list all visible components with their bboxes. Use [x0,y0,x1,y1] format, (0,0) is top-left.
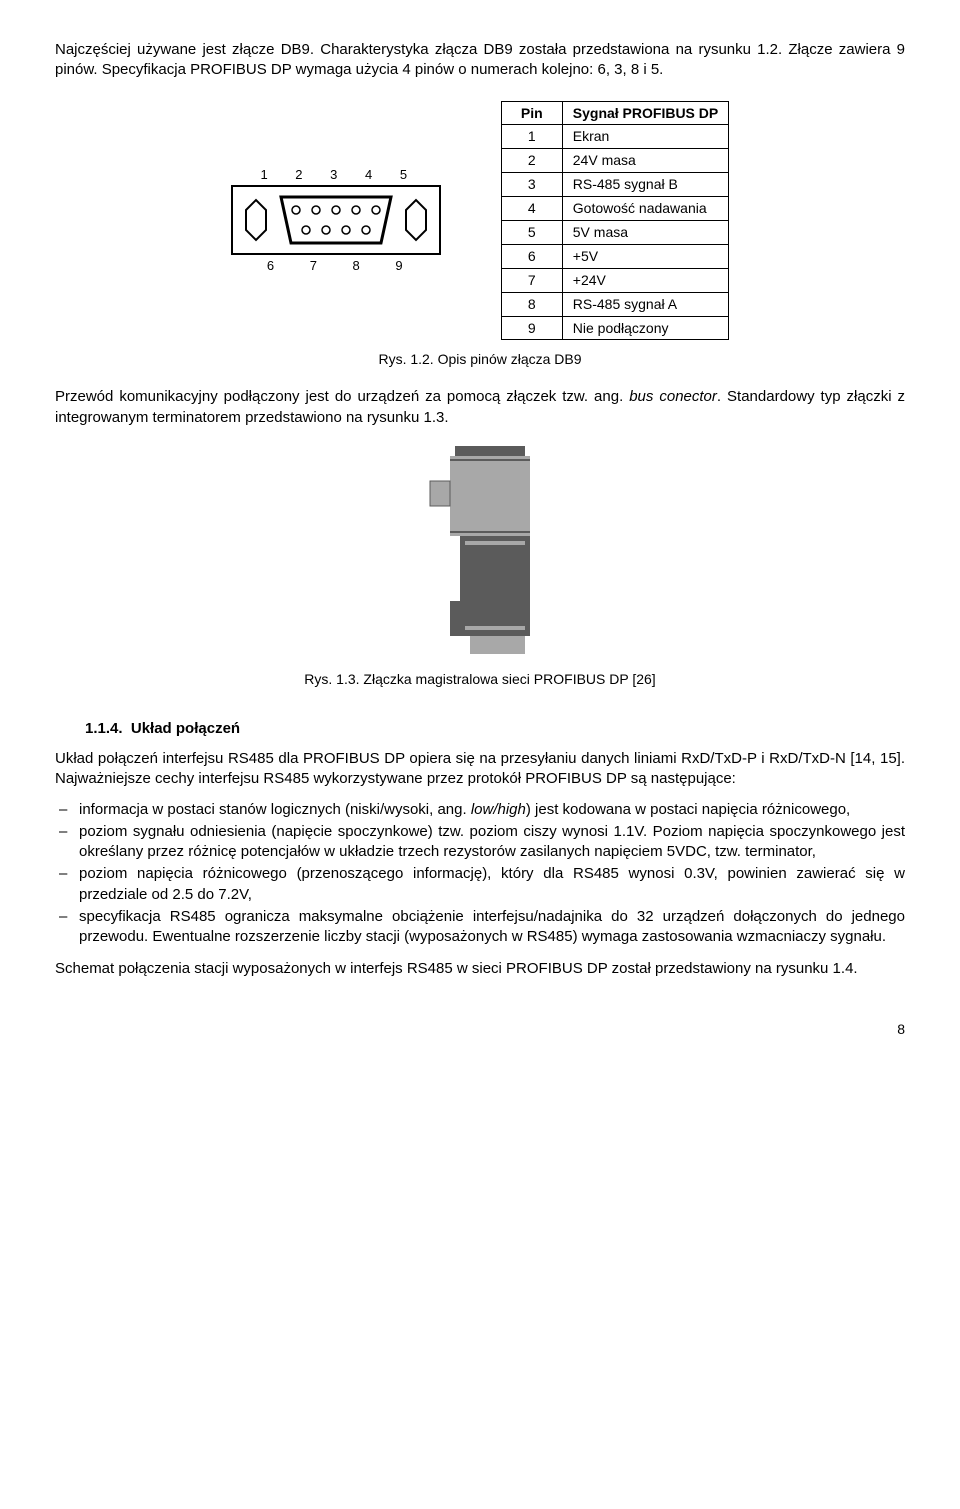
figure-1-2-caption: Rys. 1.2. Opis pinów złącza DB9 [55,350,905,369]
pin-table: Pin Sygnał PROFIBUS DP 1Ekran 224V masa … [501,101,729,341]
db9-bottom-pin-labels: 6 7 8 9 [231,257,441,275]
section-title: Układ połączeń [131,720,240,737]
table-row: 8RS-485 sygnał A [501,292,728,316]
db9-top-pin-labels: 1 2 3 4 5 [231,166,441,184]
connector-paragraph: Przewód komunikacyjny podłączony jest do… [55,387,905,428]
list-item: poziom sygnału odniesienia (napięcie spo… [55,822,905,863]
section-1-1-4-heading: 1.1.4. Układ połączeń [85,719,905,739]
pin-table-head-signal: Sygnał PROFIBUS DP [562,101,728,125]
bullet1-italic: low/high [471,801,526,818]
table-row: 6+5V [501,244,728,268]
figure-1-3-caption: Rys. 1.3. Złączka magistralowa sieci PRO… [55,670,905,689]
table-row: 55V masa [501,220,728,244]
table-row: 224V masa [501,149,728,173]
list-item: informacja w postaci stanów logicznych (… [55,800,905,820]
feature-list: informacja w postaci stanów logicznych (… [55,800,905,948]
para2-text-a: Przewód komunikacyjny podłączony jest do… [55,388,629,405]
profibus-plug-svg [410,446,550,656]
bullet1-c: ) jest kodowana w postaci napięcia różni… [526,801,850,818]
table-row: 1Ekran [501,125,728,149]
intro-paragraph: Najczęściej używane jest złącze DB9. Cha… [55,40,905,81]
pin-table-head-pin: Pin [501,101,562,125]
table-row: 4Gotowość nadawania [501,197,728,221]
table-row: 3RS-485 sygnał B [501,173,728,197]
bullet1-a: informacja w postaci stanów logicznych (… [79,801,471,818]
section-number: 1.1.4. [85,720,123,737]
list-item: poziom napięcia różnicowego (przenoszące… [55,864,905,905]
para2-italic: bus conector [629,388,717,405]
schematic-paragraph: Schemat połączenia stacji wyposażonych w… [55,959,905,979]
table-row: 7+24V [501,268,728,292]
figure-1-2-row: 1 2 3 4 5 6 7 8 9 Pin [55,101,905,341]
page-number: 8 [55,1020,905,1039]
db9-connector-diagram: 1 2 3 4 5 6 7 8 9 [231,166,441,275]
table-row: 9Nie podłączony [501,316,728,340]
rs485-intro-paragraph: Układ połączeń interfejsu RS485 dla PROF… [55,749,905,790]
figure-1-3-plug [55,446,905,662]
list-item: specyfikacja RS485 ogranicza maksymalne … [55,907,905,948]
db9-svg [231,185,441,255]
